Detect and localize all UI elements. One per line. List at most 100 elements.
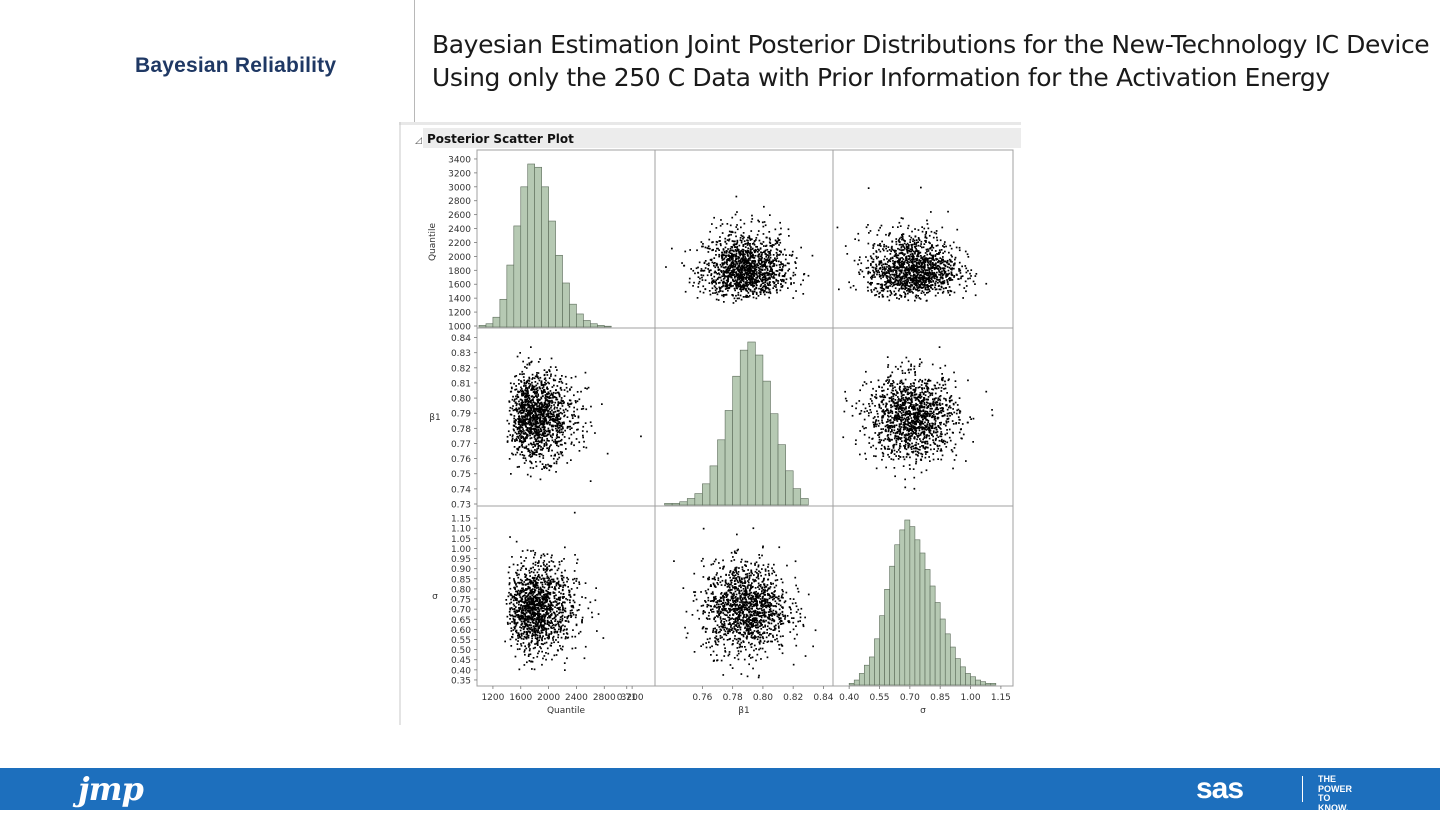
scatter-point xyxy=(541,402,543,404)
scatter-point xyxy=(909,235,911,237)
scatter-point xyxy=(953,276,955,278)
scatter-point xyxy=(746,265,748,267)
scatter-point xyxy=(772,287,774,289)
scatter-point xyxy=(530,419,532,421)
scatter-point xyxy=(876,468,878,470)
top-scrollbar-strip xyxy=(399,122,1021,125)
scatter-point xyxy=(550,375,552,377)
scatter-point xyxy=(749,245,751,247)
scatter-point xyxy=(933,272,935,274)
scatter-point xyxy=(785,265,787,267)
scatter-point xyxy=(760,251,762,253)
scatter-point xyxy=(525,460,527,462)
scatter-point xyxy=(888,276,890,278)
scatter-point xyxy=(769,271,771,273)
scatter-point xyxy=(951,248,953,250)
scatter-point xyxy=(736,262,738,264)
scatter-point xyxy=(784,274,786,276)
scatter-point xyxy=(782,266,784,268)
scatter-point xyxy=(544,426,546,428)
scatter-point xyxy=(951,395,953,397)
scatter-point xyxy=(519,405,521,407)
scatter-point xyxy=(515,385,517,387)
scatter-point xyxy=(884,284,886,286)
scatter-point xyxy=(571,434,573,436)
scatter-point xyxy=(938,265,940,267)
scatter-point xyxy=(892,257,894,259)
scatter-point xyxy=(870,412,872,414)
scatter-point xyxy=(539,456,541,458)
scatter-point xyxy=(735,279,737,281)
scatter-point xyxy=(548,410,550,412)
scatter-point xyxy=(701,277,703,279)
scatter-point xyxy=(899,222,901,224)
scatter-point xyxy=(921,292,923,294)
scatter-point xyxy=(569,406,571,408)
scatter-point xyxy=(927,223,929,225)
scatter-point xyxy=(942,259,944,261)
scatter-point xyxy=(914,274,916,276)
scatter-point xyxy=(544,433,546,435)
scatter-point xyxy=(892,226,894,228)
scatter-point xyxy=(967,278,969,280)
scatter-point xyxy=(536,450,538,452)
scatter-point xyxy=(519,352,521,354)
scatter-point xyxy=(557,419,559,421)
scatter-point xyxy=(719,282,721,284)
scatter-point xyxy=(777,270,779,272)
scatter-point xyxy=(524,382,526,384)
scatter-point xyxy=(730,277,732,279)
scatter-point xyxy=(515,426,517,428)
scatter-point xyxy=(854,238,856,240)
scatter-point xyxy=(758,295,760,297)
scatter-point xyxy=(945,261,947,263)
scatter-point xyxy=(522,428,524,430)
scatter-point xyxy=(519,418,521,420)
scatter-point xyxy=(768,231,770,233)
y-tick-label: 0.95 xyxy=(451,555,471,565)
scatter-point xyxy=(540,446,542,448)
scatter-point xyxy=(540,377,542,379)
histogram-bar xyxy=(755,355,763,505)
scatter-point xyxy=(528,444,530,446)
scatter-point xyxy=(526,381,528,383)
scatter-point xyxy=(787,287,789,289)
scatter-point xyxy=(708,271,710,273)
scatter-point xyxy=(902,263,904,265)
scatter-point xyxy=(902,288,904,290)
histogram-bar xyxy=(569,304,576,327)
scatter-point xyxy=(696,267,698,269)
scatter-point xyxy=(537,399,539,401)
scatter-point xyxy=(773,254,775,256)
scatter-point xyxy=(912,277,914,279)
scatter-point xyxy=(878,420,880,422)
scatter-point xyxy=(527,380,529,382)
scatter-point xyxy=(886,264,888,266)
scatter-point xyxy=(558,414,560,416)
scatter-point xyxy=(948,292,950,294)
scatter-point xyxy=(537,394,539,396)
scatter-point xyxy=(561,399,563,401)
scatter-point xyxy=(947,266,949,268)
section-title: Bayesian Reliability xyxy=(135,54,336,78)
scatter-point xyxy=(546,405,548,407)
scatter-point xyxy=(546,447,548,449)
scatter-point xyxy=(537,395,539,397)
scatter-point xyxy=(756,285,758,287)
scatter-point xyxy=(738,275,740,277)
scatter-point xyxy=(701,241,703,243)
scatter-point xyxy=(923,278,925,280)
scatter-point xyxy=(923,246,925,248)
scatter-point xyxy=(721,295,723,297)
scatter-point xyxy=(745,258,747,260)
scatter-point xyxy=(569,388,571,390)
scatter-point xyxy=(907,252,909,254)
scatter-point xyxy=(555,443,557,445)
scatter-point xyxy=(699,278,701,280)
scatter-point xyxy=(558,381,560,383)
scatter-point xyxy=(939,289,941,291)
scatter-point xyxy=(949,286,951,288)
scatter-point xyxy=(573,407,575,409)
scatter-point xyxy=(891,458,893,460)
scatter-point xyxy=(967,380,969,382)
